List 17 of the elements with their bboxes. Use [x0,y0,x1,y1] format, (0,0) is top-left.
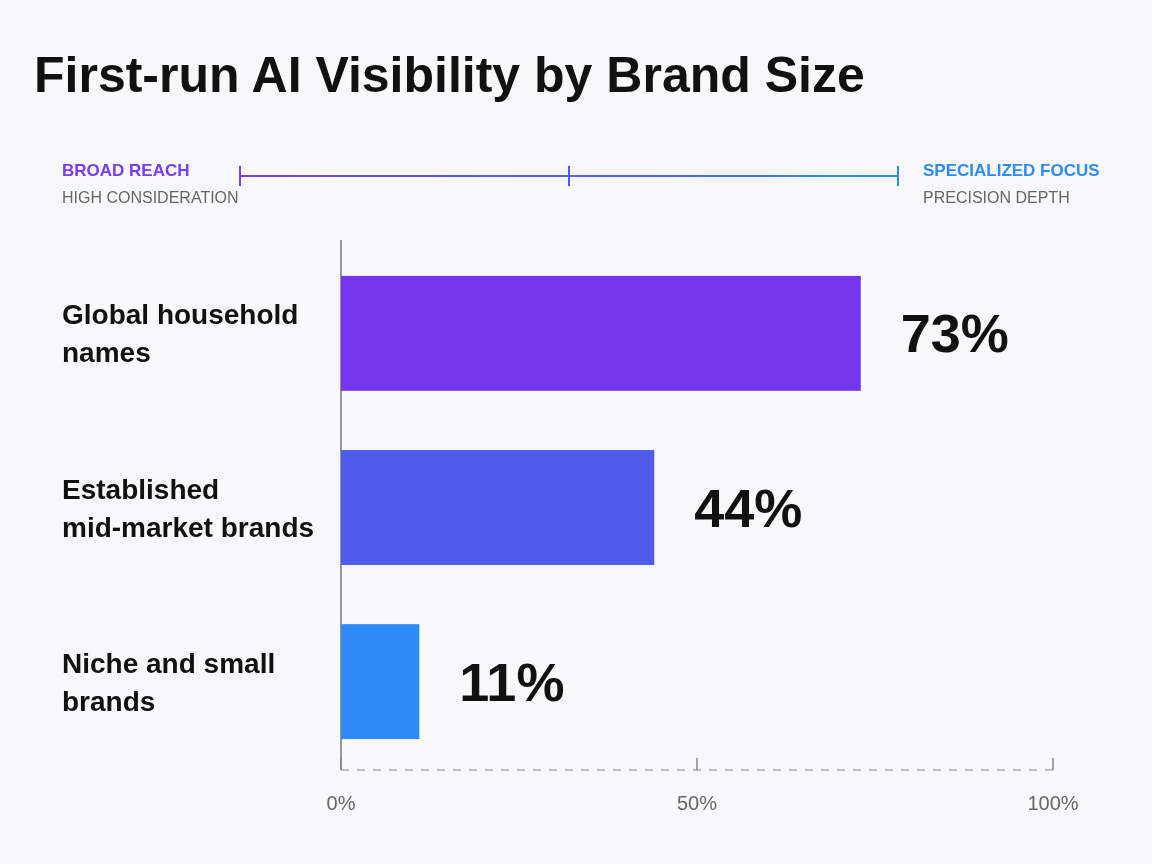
data-label: 44% [694,477,803,538]
text: HIGH CONSIDERATION [62,189,239,206]
bar [341,275,861,391]
text: SPECIALIZED FOCUS [923,161,1100,180]
chart-title: First-run AI Visibility by Brand Size [34,47,865,103]
bar [341,624,420,740]
y-tick-label: Niche and small brands [62,647,276,717]
x-tick-label: 100% [1027,792,1079,814]
y-tick-label: Global household names [62,298,299,368]
data-label: 73% [900,303,1009,364]
y-tick-label: Established mid-market brands [62,473,315,542]
bar [341,450,655,565]
text: PRECISION DEPTH [923,189,1070,206]
text: BROAD REACH [62,161,190,180]
x-tick-label: 50% [676,792,718,814]
data-label: 11% [459,651,565,712]
x-tick-label: 0% [326,792,356,814]
